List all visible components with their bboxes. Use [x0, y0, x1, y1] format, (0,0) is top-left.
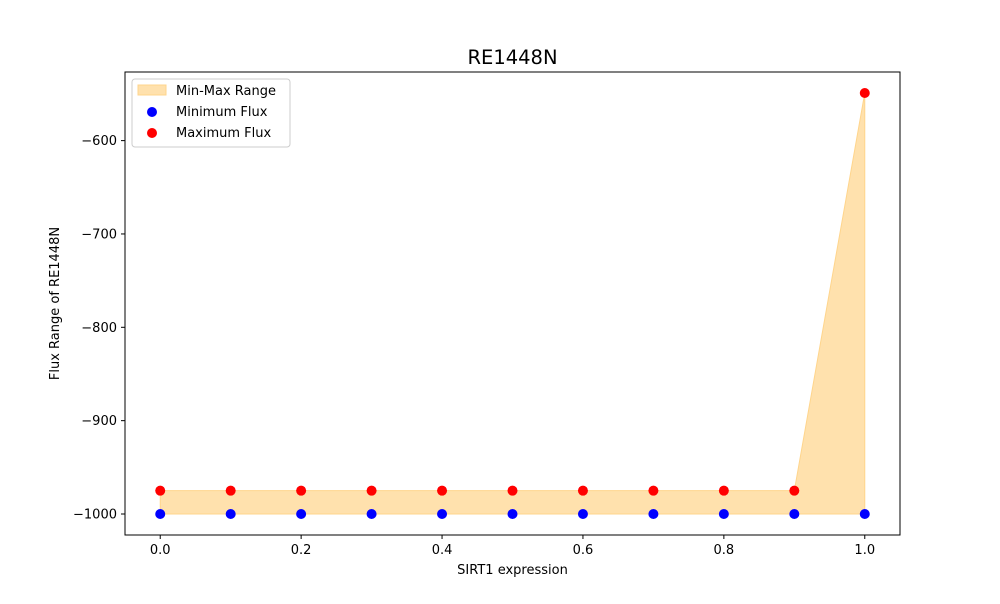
- x-tick-label: 0.6: [573, 543, 594, 558]
- x-tick-label: 0.8: [714, 543, 735, 558]
- minimum-flux-point: [789, 508, 800, 519]
- maximum-flux-point: [366, 485, 377, 496]
- chart-title: RE1448N: [467, 46, 557, 69]
- minimum-flux-point: [437, 508, 448, 519]
- x-axis: 0.0 0.2 0.4 0.6 0.8 1.0: [150, 535, 875, 558]
- maximum-flux-point: [648, 485, 659, 496]
- legend-label-maximum-flux: Maximum Flux: [176, 126, 272, 141]
- x-tick-label: 0.2: [291, 543, 312, 558]
- maximum-flux-point: [859, 88, 870, 99]
- y-tick-label: −1000: [73, 507, 117, 522]
- minimum-flux-point: [577, 508, 588, 519]
- y-tick-label: −800: [81, 321, 117, 336]
- points-layer: [155, 88, 870, 519]
- x-tick-label: 0.0: [150, 543, 171, 558]
- minimum-flux-point: [296, 508, 307, 519]
- minimum-flux-point: [366, 508, 377, 519]
- maximum-flux-point: [789, 485, 800, 496]
- y-axis: −1000 −900 −800 −700 −600: [73, 134, 125, 522]
- maximum-flux-point: [577, 485, 588, 496]
- x-tick-label: 1.0: [854, 543, 875, 558]
- legend-marker-minimum-flux: [147, 107, 157, 117]
- y-tick-label: −900: [81, 414, 117, 429]
- legend-box: [131, 78, 291, 148]
- y-tick-label: −700: [81, 227, 117, 242]
- maximum-flux-point: [507, 485, 518, 496]
- minimum-flux-point: [859, 508, 870, 519]
- y-tick-label: −600: [81, 134, 117, 149]
- minimum-flux-point: [225, 508, 236, 519]
- maximum-flux-point: [155, 485, 166, 496]
- legend-swatch-min-max-range: [137, 84, 167, 96]
- legend: Min-Max Range Minimum Flux Maximum Flux: [131, 78, 291, 148]
- x-tick-label: 0.4: [432, 543, 453, 558]
- legend-label-minimum-flux: Minimum Flux: [176, 105, 268, 120]
- maximum-flux-point: [437, 485, 448, 496]
- minimum-flux-point: [648, 508, 659, 519]
- minimum-flux-point: [507, 508, 518, 519]
- legend-label-min-max-range: Min-Max Range: [176, 84, 276, 99]
- maximum-flux-point: [718, 485, 729, 496]
- legend-marker-maximum-flux: [147, 128, 157, 138]
- maximum-flux-point: [296, 485, 307, 496]
- minimum-flux-point: [718, 508, 729, 519]
- plot-area-frame: [124, 71, 901, 536]
- minimum-flux-point: [155, 508, 166, 519]
- y-axis-label: Flux Range of RE1448N: [48, 227, 63, 380]
- maximum-flux-point: [225, 485, 236, 496]
- x-axis-label: SIRT1 expression: [457, 563, 568, 578]
